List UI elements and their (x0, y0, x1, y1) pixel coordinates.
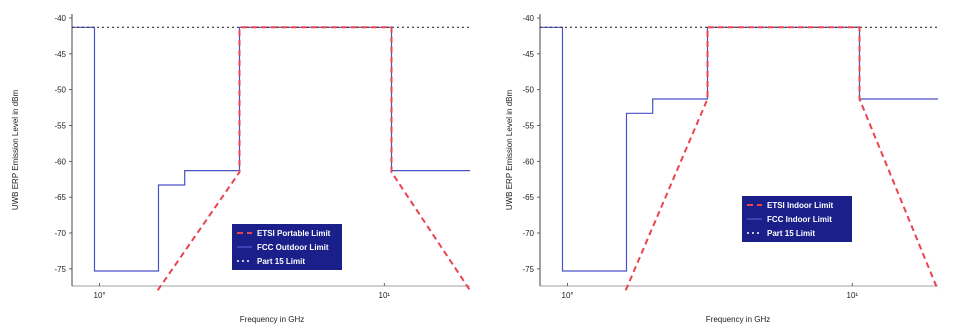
legend: ETSI Portable Limit FCC Outdoor Limit Part… (232, 224, 342, 270)
y-tick-label: -40 (54, 14, 66, 23)
y-tick-label: -40 (522, 14, 534, 23)
y-tick-label: -50 (54, 86, 66, 95)
y-tick-label: -75 (54, 265, 66, 274)
y-tick-label: -65 (522, 193, 534, 202)
x-axis-label: Frequency in GHz (240, 315, 304, 324)
series-line-etsi-portable-limit (156, 26, 470, 291)
y-axis-label: UWB ERP Emission Level in dBm (11, 90, 20, 211)
y-tick-label: -45 (522, 50, 534, 59)
legend: ETSI Indoor Limit FCC Indoor Limit Part 15… (742, 196, 852, 242)
y-tick-label: -65 (54, 193, 66, 202)
series-line-fcc-indoor-limit (540, 26, 938, 272)
legend-label: FCC Outdoor Limit (257, 243, 329, 252)
legend-label: Part 15 Limit (257, 257, 305, 266)
legend-label: Part 15 Limit (767, 229, 815, 238)
legend-label: FCC Indoor Limit (767, 215, 832, 224)
chart-1: -40 -45 -50 -55 -60 -65 -70 -75 10° 10¹ Frequency … (11, 14, 470, 324)
x-tick-label: 10° (562, 291, 574, 300)
y-tick-label: -70 (54, 229, 66, 238)
y-tick-label: -50 (522, 86, 534, 95)
y-tick-label: -60 (522, 157, 534, 166)
y-axis-label: UWB ERP Emission Level in dBm (505, 90, 514, 211)
y-tick-label: -60 (54, 157, 66, 166)
x-tick-label: 10¹ (847, 291, 859, 300)
series-line-etsi-indoor-limit (624, 26, 938, 291)
y-tick-label: -70 (522, 229, 534, 238)
legend-label: ETSI Portable Limit (257, 229, 331, 238)
y-tick-label: -45 (54, 50, 66, 59)
x-tick-label: 10° (94, 291, 106, 300)
legend-label: ETSI Indoor Limit (767, 201, 834, 210)
y-tick-label: -55 (54, 122, 66, 131)
x-tick-label: 10¹ (379, 291, 391, 300)
chart-2: -40 -45 -50 -55 -60 -65 -70 -75 10° 10¹ Frequency … (505, 14, 938, 324)
y-tick-label: -75 (522, 265, 534, 274)
y-tick-label: -55 (522, 122, 534, 131)
x-axis-label: Frequency in GHz (706, 315, 770, 324)
